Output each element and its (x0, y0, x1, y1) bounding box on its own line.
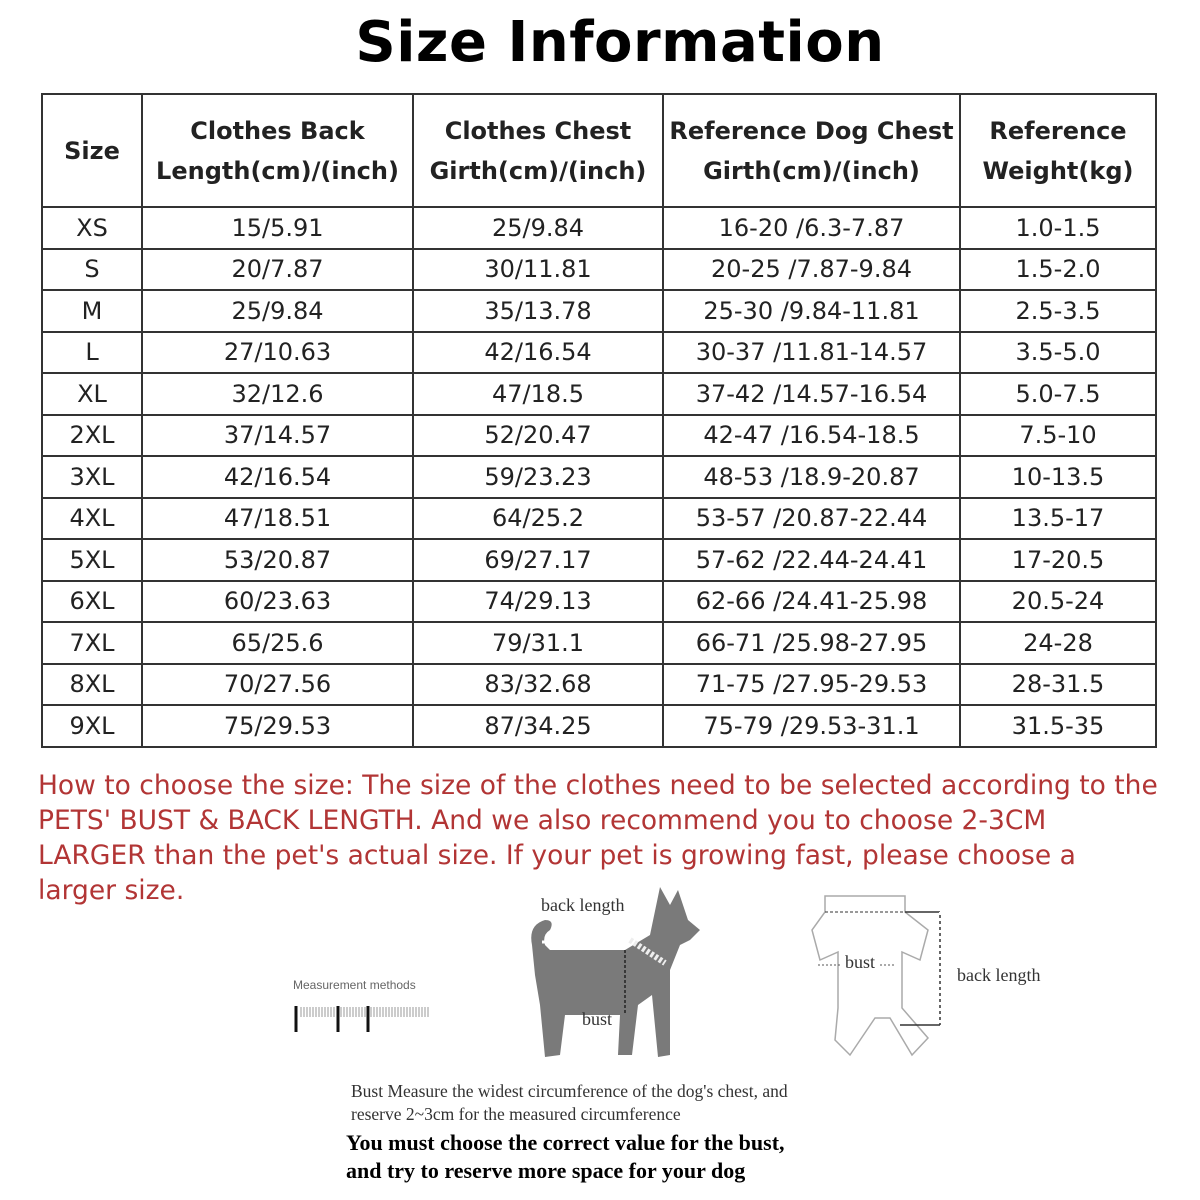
tape-measure-icon (294, 1006, 429, 1032)
table-cell: 30-37 /11.81-14.57 (662, 330, 961, 374)
table-row: XS 15/5.91 25/9.84 16-20 /6.3-7.87 1.0-1.5 (41, 206, 1157, 250)
table-row: 5XL 53/20.87 69/27.17 57-62 /22.44-24.41 17-… (41, 538, 1157, 582)
table-cell: 53-57 /20.87-22.44 (662, 496, 961, 540)
table-cell: 13.5-17 (959, 496, 1157, 540)
table-row: 9XL 75/29.53 87/34.25 75-79 /29.53-31.1 31.5… (41, 704, 1157, 748)
table-cell: 25/9.84 (412, 206, 664, 250)
table-cell: 59/23.23 (412, 455, 664, 499)
table-cell: 30/11.81 (412, 247, 664, 291)
table-cell: 66-71 /25.98-27.95 (662, 621, 961, 665)
table-cell: 24-28 (959, 621, 1157, 665)
table-cell: 20.5-24 (959, 579, 1157, 623)
table-cell: 16-20 /6.3-7.87 (662, 206, 961, 250)
dog-clothes-diagram-icon (811, 895, 941, 1057)
size-cell: 6XL (41, 579, 143, 623)
size-cell: 5XL (41, 538, 143, 582)
table-cell: 31.5-35 (959, 704, 1157, 748)
size-cell: 9XL (41, 704, 143, 748)
table-row: 4XL 47/18.51 64/25.2 53-57 /20.87-22.44 13.5… (41, 496, 1157, 540)
size-cell: L (41, 330, 143, 374)
table-cell: 69/27.17 (412, 538, 664, 582)
table-cell: 52/20.47 (412, 413, 664, 457)
measurement-methods-label: Measurement methods (293, 978, 416, 992)
clothes-back-length-label: back length (957, 965, 1041, 985)
how-to-choose-text: How to choose the size: The size of the … (38, 770, 1158, 906)
table-row: M 25/9.84 35/13.78 25-30 /9.84-11.81 2.5-3.5 (41, 289, 1157, 333)
size-cell: 8XL (41, 662, 143, 706)
table-cell: 17-20.5 (959, 538, 1157, 582)
table-cell: 42/16.54 (141, 455, 414, 499)
table-cell: 27/10.63 (141, 330, 414, 374)
table-cell: 60/23.63 (141, 579, 414, 623)
table-row: 2XL 37/14.57 52/20.47 42-47 /16.54-18.5 7.5-… (41, 413, 1157, 457)
bold-note-line-1: You must choose the correct value for th… (346, 1130, 785, 1155)
dog-bust-label: bust (582, 1009, 613, 1029)
table-cell: 57-62 /22.44-24.41 (662, 538, 961, 582)
size-cell: XS (41, 206, 143, 250)
table-cell: 42-47 /16.54-18.5 (662, 413, 961, 457)
table-row: S 20/7.87 30/11.81 20-25 /7.87-9.84 1.5-2.0 (41, 247, 1157, 291)
table-row: 3XL 42/16.54 59/23.23 48-53 /18.9-20.87 10-1… (41, 455, 1157, 499)
page-title: Size Information (355, 10, 885, 75)
table-cell: 1.5-2.0 (959, 247, 1157, 291)
table-cell: 47/18.5 (412, 372, 664, 416)
size-cell: XL (41, 372, 143, 416)
table-cell: 25-30 /9.84-11.81 (662, 289, 961, 333)
clothes-bust-label: bust (845, 952, 876, 972)
column-header: Clothes Chest Girth(cm)/(inch) (412, 93, 664, 208)
table-cell: 87/34.25 (412, 704, 664, 748)
table-cell: 79/31.1 (412, 621, 664, 665)
table-cell: 71-75 /27.95-29.53 (662, 662, 961, 706)
bust-note-line-2: reserve 2~3cm for the measured circumfer… (351, 1104, 681, 1124)
table-cell: 35/13.78 (412, 289, 664, 333)
table-cell: 42/16.54 (412, 330, 664, 374)
table-cell: 20/7.87 (141, 247, 414, 291)
table-cell: 62-66 /24.41-25.98 (662, 579, 961, 623)
column-header: Reference Weight(kg) (959, 93, 1157, 208)
size-cell: 7XL (41, 621, 143, 665)
table-cell: 15/5.91 (141, 206, 414, 250)
dog-back-length-label: back length (541, 895, 625, 915)
table-cell: 74/29.13 (412, 579, 664, 623)
bold-note-line-2: and try to reserve more space for your d… (346, 1158, 746, 1183)
table-cell: 53/20.87 (141, 538, 414, 582)
table-cell: 20-25 /7.87-9.84 (662, 247, 961, 291)
table-cell: 10-13.5 (959, 455, 1157, 499)
size-cell: 4XL (41, 496, 143, 540)
table-cell: 70/27.56 (141, 662, 414, 706)
column-header: Size (41, 93, 143, 208)
table-cell: 83/32.68 (412, 662, 664, 706)
table-cell: 2.5-3.5 (959, 289, 1157, 333)
table-cell: 75/29.53 (141, 704, 414, 748)
size-cell: 2XL (41, 413, 143, 457)
size-cell: S (41, 247, 143, 291)
table-row: 8XL 70/27.56 83/32.68 71-75 /27.95-29.53 28-… (41, 662, 1157, 706)
table-row: 6XL 60/23.63 74/29.13 62-66 /24.41-25.98 20.… (41, 579, 1157, 623)
column-header: Reference Dog Chest Girth(cm)/(inch) (662, 93, 961, 208)
table-cell: 64/25.2 (412, 496, 664, 540)
table-cell: 32/12.6 (141, 372, 414, 416)
size-cell: 3XL (41, 455, 143, 499)
table-cell: 3.5-5.0 (959, 330, 1157, 374)
column-header: Clothes Back Length(cm)/(inch) (141, 93, 414, 208)
size-table: Size Clothes Back Length(cm)/(inch) Clothe… (41, 93, 1157, 748)
table-row: L 27/10.63 42/16.54 30-37 /11.81-14.57 3.5-5… (41, 330, 1157, 374)
table-cell: 1.0-1.5 (959, 206, 1157, 250)
table-cell: 28-31.5 (959, 662, 1157, 706)
table-header-row: Size Clothes Back Length(cm)/(inch) Clothe… (41, 93, 1157, 208)
table-cell: 5.0-7.5 (959, 372, 1157, 416)
table-cell: 75-79 /29.53-31.1 (662, 704, 961, 748)
bust-note-line-1: Bust Measure the widest circumference of… (351, 1081, 788, 1101)
table-cell: 47/18.51 (141, 496, 414, 540)
table-cell: 25/9.84 (141, 289, 414, 333)
table-cell: 7.5-10 (959, 413, 1157, 457)
table-cell: 48-53 /18.9-20.87 (662, 455, 961, 499)
table-cell: 37/14.57 (141, 413, 414, 457)
table-row: XL 32/12.6 47/18.5 37-42 /14.57-16.54 5.0-7.… (41, 372, 1157, 416)
table-row: 7XL 65/25.6 79/31.1 66-71 /25.98-27.95 24-28 (41, 621, 1157, 665)
table-cell: 37-42 /14.57-16.54 (662, 372, 961, 416)
size-cell: M (41, 289, 143, 333)
dog-silhouette-icon (531, 887, 700, 1057)
table-cell: 65/25.6 (141, 621, 414, 665)
